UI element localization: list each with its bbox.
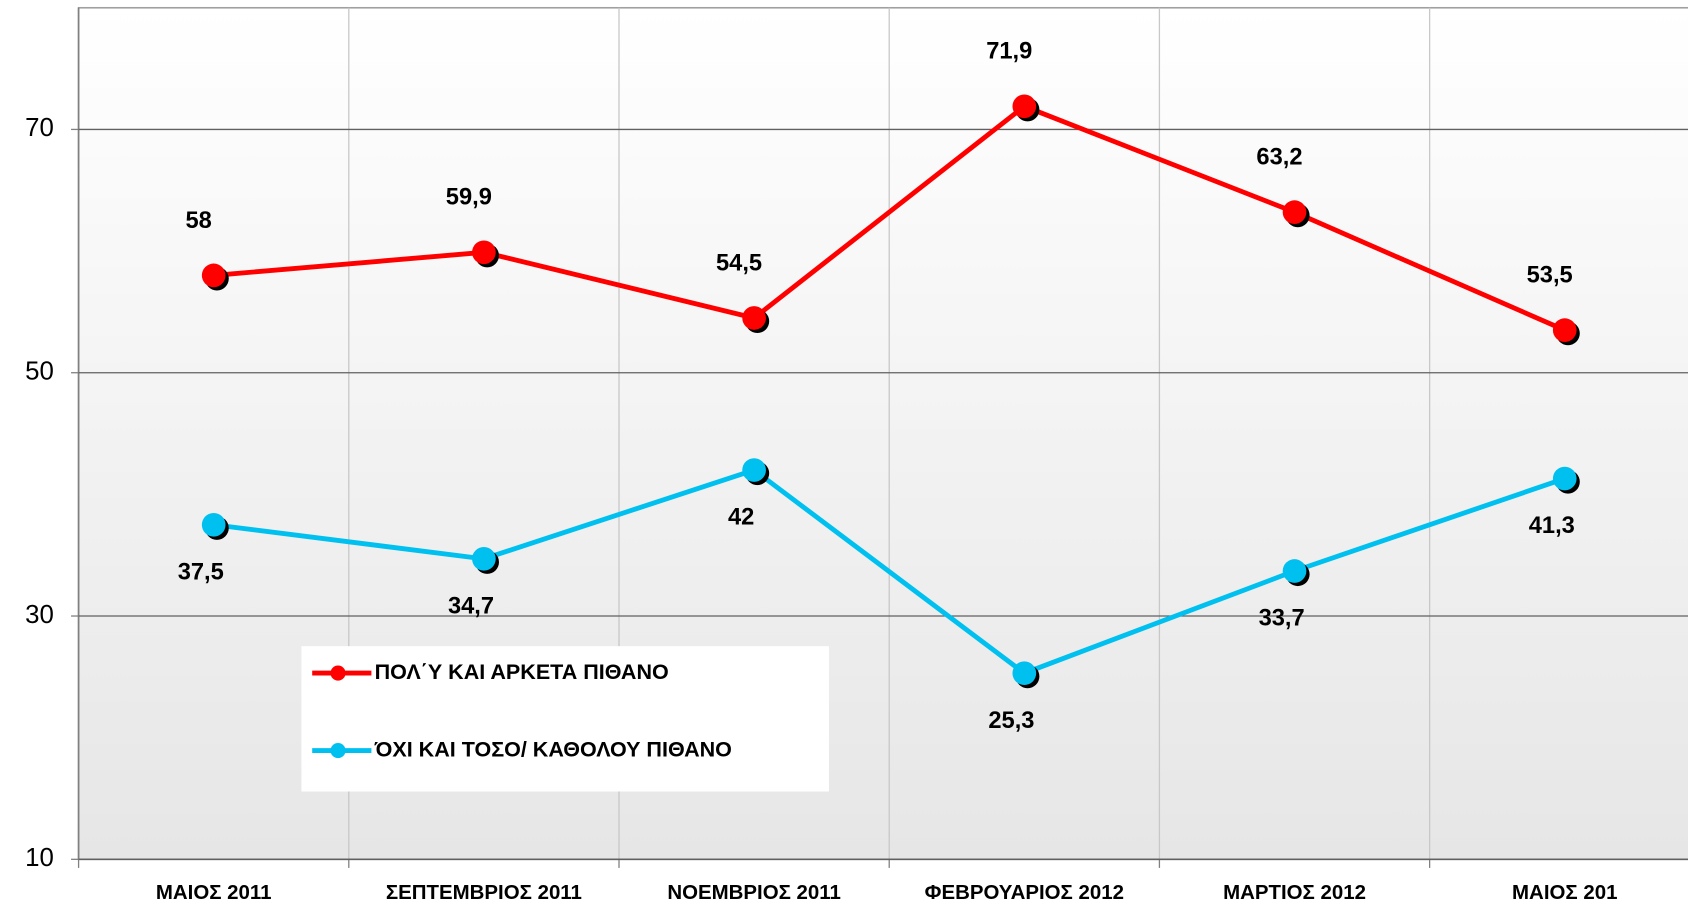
x-tick-label: ΣΕΠΤΕΜΒΡΙΟΣ 2011 xyxy=(386,881,582,904)
marker xyxy=(1552,318,1577,342)
y-tick-label: 10 xyxy=(25,844,54,872)
y-tick-label: 30 xyxy=(25,601,54,629)
marker xyxy=(742,306,766,330)
series-line xyxy=(213,467,1566,676)
value-label: 53,5 xyxy=(1527,263,1573,289)
marker xyxy=(1012,661,1037,686)
marks: ΜΑΙΟΣ 2011 ΣΕΠΤΕΜΒΡΙΟΣ 2011 ΝΟΕΜΒΡΙΟΣ 2011… xyxy=(156,39,1618,904)
x-tick-label: ΜΑΙΟΣ 201 xyxy=(1512,881,1617,904)
value-label: 59,9 xyxy=(446,185,492,211)
legend-marker xyxy=(330,665,346,681)
value-label: 71,9 xyxy=(986,39,1032,65)
legend-marker xyxy=(330,743,346,759)
marker xyxy=(201,512,226,537)
marker xyxy=(472,240,496,265)
marker xyxy=(1282,559,1307,583)
series-line xyxy=(213,103,1566,333)
value-label: 41,3 xyxy=(1529,513,1575,539)
marker xyxy=(1552,466,1577,491)
marker xyxy=(472,547,496,571)
marker xyxy=(201,263,226,288)
x-tick-label: ΜΑΡΤΙΟΣ 2012 xyxy=(1223,881,1366,904)
value-label: 54,5 xyxy=(716,250,762,276)
marker xyxy=(742,458,766,482)
y-tick-label: 70 xyxy=(25,114,54,142)
grid: 10 30 50 70 xyxy=(25,7,1688,872)
value-label: 63,2 xyxy=(1256,145,1302,171)
x-tick-label: ΦΕΒΡΟΥΑΡΙΟΣ 2012 xyxy=(925,881,1124,904)
legend-label: ΌΧΙ ΚΑΙ ΤΟΣΟ/ ΚΑΘΟΛΟΥ ΠΙΘΑΝΟ xyxy=(374,737,732,761)
value-label: 34,7 xyxy=(448,594,494,620)
x-tick-label: ΝΟΕΜΒΡΙΟΣ 2011 xyxy=(667,881,841,904)
value-label: 25,3 xyxy=(988,708,1034,734)
marker xyxy=(1282,200,1307,224)
marker xyxy=(1012,94,1037,119)
legend-label: ΠΟΛ΄Υ ΚΑΙ ΑΡΚΕΤΑ ΠΙΘΑΝΟ xyxy=(375,660,669,684)
legend-box xyxy=(301,646,829,792)
value-label: 58 xyxy=(185,208,211,234)
value-label: 33,7 xyxy=(1259,606,1305,632)
x-tick-label: ΜΑΙΟΣ 2011 xyxy=(156,881,272,904)
value-label: 42 xyxy=(728,505,754,531)
value-label: 37,5 xyxy=(178,559,224,585)
y-tick-label: 50 xyxy=(25,358,54,386)
